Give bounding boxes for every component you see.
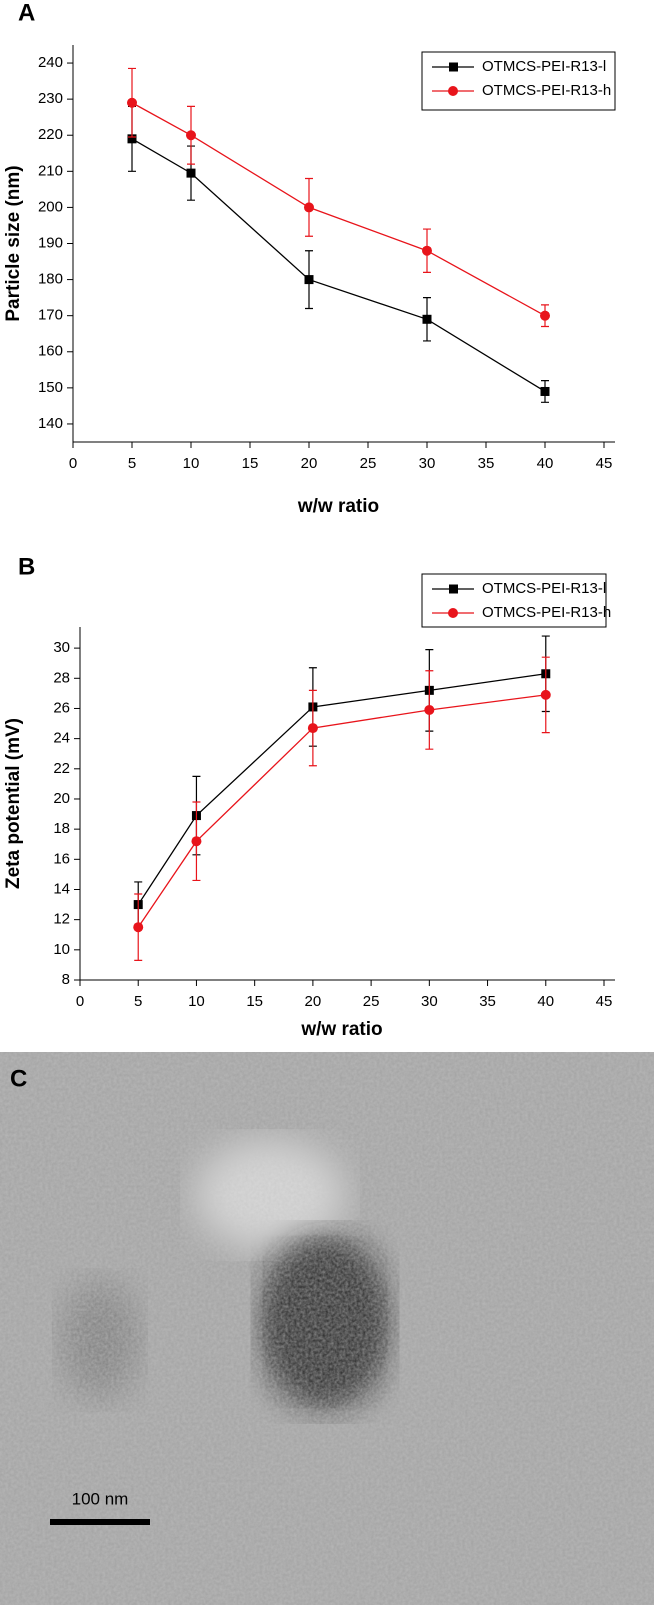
- y-tick-label: 170: [38, 307, 63, 324]
- legend-label: OTMCS-PEI-R13-h: [482, 82, 611, 99]
- x-axis-title: w/w ratio: [300, 1019, 382, 1040]
- marker: [422, 245, 432, 256]
- y-tick-label: 20: [53, 790, 70, 807]
- marker: [540, 386, 550, 396]
- x-tick-label: 0: [76, 993, 84, 1010]
- x-tick-label: 30: [421, 993, 438, 1010]
- y-tick-label: 150: [38, 379, 63, 396]
- y-axis-title: Zeta potential (mV): [3, 718, 24, 889]
- x-tick-label: 5: [134, 993, 142, 1010]
- marker: [304, 202, 314, 213]
- x-tick-label: 15: [246, 993, 263, 1010]
- y-tick-label: 160: [38, 343, 63, 360]
- x-tick-label: 35: [479, 993, 496, 1010]
- x-tick-label: 35: [478, 455, 495, 472]
- x-axis-title: w/w ratio: [297, 496, 379, 517]
- marker: [127, 134, 137, 144]
- y-tick-label: 8: [62, 971, 70, 988]
- y-tick-label: 12: [53, 911, 70, 928]
- legend-marker: [448, 608, 458, 618]
- marker: [307, 723, 318, 734]
- legend-label: OTMCS-PEI-R13-l: [482, 58, 606, 75]
- x-tick-label: 40: [537, 993, 554, 1010]
- series-line: [137, 673, 546, 905]
- marker: [540, 310, 550, 321]
- x-tick-label: 25: [363, 993, 380, 1010]
- legend-box: [421, 573, 607, 628]
- marker: [133, 922, 144, 933]
- y-tick-label: 230: [38, 90, 63, 107]
- y-tick-label: 22: [53, 760, 70, 777]
- series-line: [137, 694, 546, 928]
- x-tick-label: 30: [419, 455, 436, 472]
- y-tick-label: 16: [53, 850, 70, 867]
- y-tick-label: 28: [53, 669, 70, 686]
- x-tick-label: 45: [596, 455, 613, 472]
- x-tick-label: 45: [596, 993, 613, 1010]
- panel-label: C: [10, 1065, 27, 1092]
- x-tick-label: 25: [360, 455, 377, 472]
- panel-label: A: [18, 0, 35, 26]
- legend-label: OTMCS-PEI-R13-l: [482, 580, 606, 597]
- marker: [540, 689, 551, 700]
- x-tick-label: 15: [242, 455, 259, 472]
- x-tick-label: 40: [537, 455, 554, 472]
- y-tick-label: 200: [38, 198, 63, 215]
- marker: [191, 836, 202, 847]
- legend-marker: [449, 584, 458, 594]
- y-tick-label: 14: [53, 880, 70, 897]
- y-tick-label: 10: [53, 941, 70, 958]
- marker: [424, 704, 435, 715]
- y-axis-title: Particle size (nm): [3, 165, 24, 321]
- y-tick-label: 190: [38, 234, 63, 251]
- y-tick-label: 220: [38, 126, 63, 143]
- legend-marker: [449, 62, 458, 72]
- x-tick-label: 20: [301, 455, 318, 472]
- legend-label: OTMCS-PEI-R13-h: [482, 604, 611, 621]
- y-tick-label: 30: [53, 639, 70, 656]
- panel-label: B: [18, 553, 35, 580]
- y-tick-label: 24: [53, 730, 70, 747]
- marker: [422, 314, 432, 324]
- x-tick-label: 5: [128, 455, 136, 472]
- scale-bar-label: 100 nm: [72, 1489, 129, 1508]
- y-tick-label: 18: [53, 820, 70, 837]
- y-tick-label: 180: [38, 271, 63, 288]
- y-tick-label: 210: [38, 162, 63, 179]
- x-tick-label: 10: [183, 455, 200, 472]
- marker: [127, 97, 137, 108]
- x-tick-label: 0: [69, 455, 77, 472]
- y-tick-label: 26: [53, 699, 70, 716]
- y-tick-label: 240: [38, 54, 63, 71]
- marker: [186, 168, 196, 178]
- legend-box: [421, 51, 616, 111]
- chart: 140 150 160 170 180 190 200 210 220 230 240 0 5 10 15 2…: [3, 0, 616, 517]
- marker: [186, 130, 196, 141]
- x-tick-label: 10: [188, 993, 205, 1010]
- y-tick-label: 140: [38, 415, 63, 432]
- marker: [304, 275, 314, 285]
- legend-marker: [448, 86, 458, 96]
- tem-image: 100 nm C: [0, 1052, 654, 1605]
- chart: 8 10 12 14 16 18 20 22 24 26 28 30 0 5 10 15 20 25 30 35 40 4…: [3, 553, 615, 1040]
- x-tick-label: 20: [305, 993, 322, 1010]
